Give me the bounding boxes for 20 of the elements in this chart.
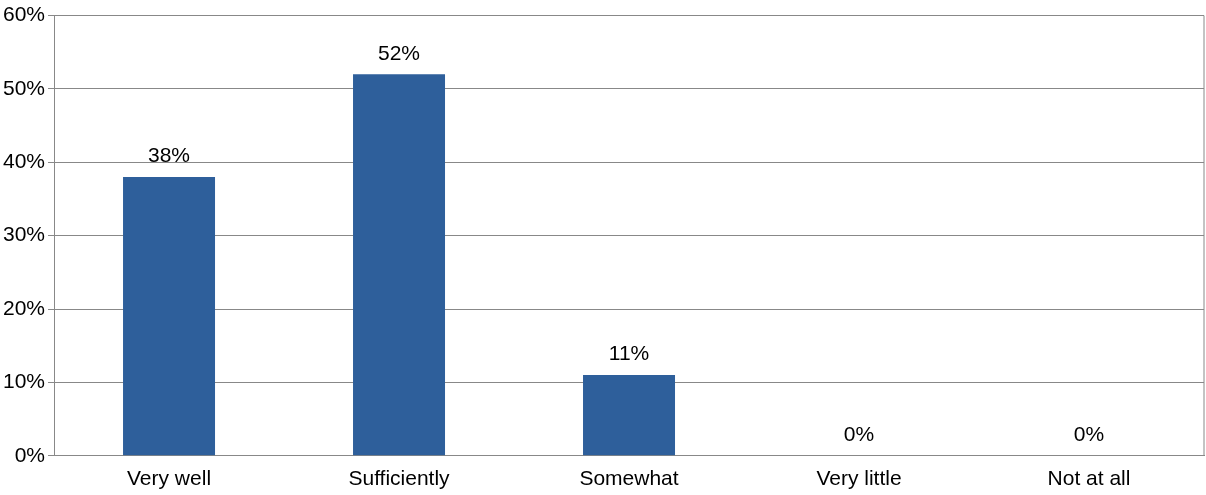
y-tick-label: 40% — [3, 149, 46, 173]
y-tick-label: 50% — [3, 75, 46, 99]
data-label: 11% — [608, 341, 650, 365]
y-tick-label: 0% — [14, 442, 46, 466]
bar — [353, 74, 446, 456]
x-tick-label: Very little — [816, 466, 902, 490]
y-tick-label: 20% — [3, 295, 46, 319]
x-tick-label: Sufficiently — [348, 466, 451, 490]
data-label: 38% — [148, 143, 191, 167]
data-label: 52% — [378, 40, 421, 64]
x-tick-label: Somewhat — [579, 466, 679, 490]
y-tick-label: 10% — [3, 369, 46, 393]
x-tick-label: Very well — [127, 466, 212, 490]
bar — [123, 177, 216, 456]
bar — [583, 375, 676, 456]
x-tick-label: Not at all — [1047, 466, 1131, 490]
data-label: 0% — [1073, 422, 1105, 446]
data-label: 0% — [843, 422, 875, 446]
y-tick-label: 30% — [3, 222, 46, 246]
y-tick-label: 60% — [3, 2, 46, 26]
